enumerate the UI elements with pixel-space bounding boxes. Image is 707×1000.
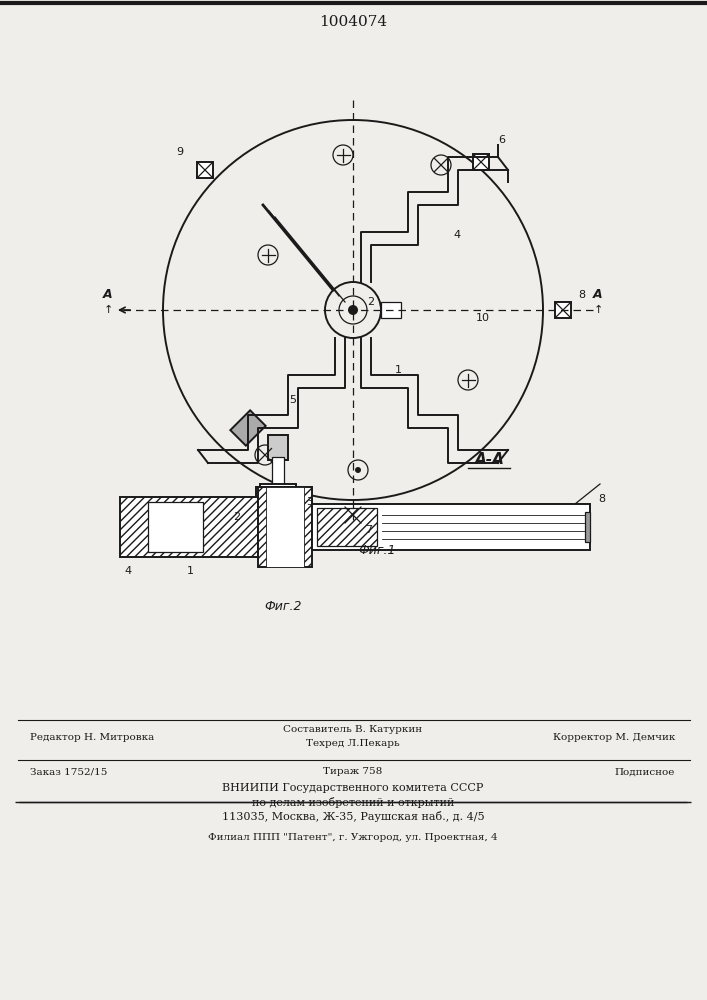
Bar — [260, 484, 296, 492]
Text: ↑: ↑ — [593, 305, 602, 315]
Text: Фиг.2: Фиг.2 — [264, 600, 302, 613]
Bar — [381, 302, 401, 318]
Text: 1004074: 1004074 — [319, 15, 387, 29]
Text: А: А — [593, 288, 603, 300]
Text: 9: 9 — [176, 147, 183, 157]
Bar — [258, 487, 312, 567]
Text: А: А — [103, 288, 113, 300]
Text: Корректор М. Демчик: Корректор М. Демчик — [553, 734, 675, 742]
Text: ВНИИПИ Государственного комитета СССР: ВНИИПИ Государственного комитета СССР — [222, 783, 484, 793]
Bar — [555, 302, 571, 318]
Text: 6: 6 — [498, 135, 505, 145]
Bar — [473, 154, 489, 170]
Bar — [148, 502, 203, 552]
Bar — [120, 497, 258, 557]
Text: А-А: А-А — [475, 452, 505, 468]
Text: Филиал ППП "Патент", г. Ужгород, ул. Проектная, 4: Филиал ППП "Патент", г. Ужгород, ул. Про… — [208, 834, 498, 842]
Text: 8: 8 — [578, 290, 585, 300]
Text: 1: 1 — [395, 365, 402, 375]
Text: 1: 1 — [187, 566, 194, 576]
Circle shape — [348, 305, 358, 315]
Text: 4: 4 — [124, 566, 132, 576]
Text: Редактор Н. Митровка: Редактор Н. Митровка — [30, 734, 154, 742]
Text: 7: 7 — [365, 525, 372, 535]
Bar — [256, 487, 300, 557]
Text: 2: 2 — [233, 512, 240, 522]
Bar — [317, 508, 377, 546]
Circle shape — [355, 467, 361, 473]
Bar — [345, 507, 361, 523]
Bar — [266, 487, 304, 567]
Text: 4: 4 — [453, 230, 460, 240]
Bar — [268, 435, 288, 460]
Text: Тираж 758: Тираж 758 — [323, 768, 382, 776]
Text: 8: 8 — [598, 494, 605, 504]
Bar — [272, 457, 284, 485]
Bar — [585, 512, 590, 542]
Polygon shape — [230, 410, 266, 446]
Text: Фиг.1: Фиг.1 — [358, 544, 395, 556]
Bar — [197, 162, 213, 178]
Bar — [270, 492, 286, 552]
Text: 10: 10 — [476, 313, 490, 323]
Text: Подписное: Подписное — [614, 768, 675, 776]
Text: ↑: ↑ — [103, 305, 112, 315]
Text: Техред Л.Пекарь: Техред Л.Пекарь — [306, 740, 400, 748]
Text: по делам изобретений и открытий: по делам изобретений и открытий — [252, 796, 454, 808]
Text: Составитель В. Катуркин: Составитель В. Катуркин — [284, 726, 423, 734]
Bar — [312, 504, 590, 550]
Text: 113035, Москва, Ж-35, Раушская наб., д. 4/5: 113035, Москва, Ж-35, Раушская наб., д. … — [222, 810, 484, 822]
Text: Заказ 1752/15: Заказ 1752/15 — [30, 768, 107, 776]
Text: 3: 3 — [306, 497, 313, 507]
Text: 2: 2 — [368, 297, 375, 307]
Text: 5: 5 — [289, 395, 296, 405]
